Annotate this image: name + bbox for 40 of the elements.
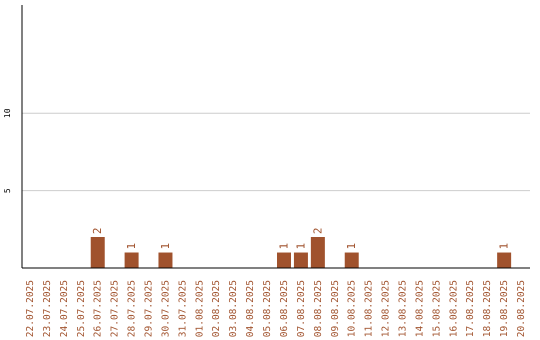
x-tick-label: 23.07.2025: [42, 280, 53, 338]
x-tick-label: 10.08.2025: [346, 280, 358, 338]
x-tick-label: 26.07.2025: [92, 280, 104, 338]
x-tick-label: 24.07.2025: [58, 280, 70, 338]
data-label: 2: [91, 227, 104, 234]
x-tick-label: 16.08.2025: [448, 280, 460, 338]
x-tick-label: 11.08.2025: [364, 280, 375, 338]
x-tick-label: 30.07.2025: [160, 280, 172, 338]
x-tick-label: 18.08.2025: [482, 280, 494, 338]
x-tick-label: 04.08.2025: [245, 280, 256, 338]
data-label: 1: [158, 242, 172, 250]
data-label: 1: [278, 242, 290, 250]
x-tick-label: 29.07.2025: [144, 280, 154, 338]
x-tick-label: 17.08.2025: [465, 280, 476, 338]
x-tick-label: 22.07.2025: [24, 280, 36, 338]
x-tick-label: 13.08.2025: [398, 280, 408, 338]
x-tick-label: 12.08.2025: [380, 280, 392, 338]
x-tick-label: 31.07.2025: [177, 280, 188, 338]
x-tick-label: 14.08.2025: [414, 280, 426, 338]
x-tick-label: 08.08.2025: [312, 280, 324, 338]
y-tick-label: 10: [3, 108, 12, 118]
x-tick-label: 07.08.2025: [296, 280, 307, 338]
x-tick-label: 02.08.2025: [211, 280, 222, 338]
x-tick-label: 09.08.2025: [330, 280, 341, 338]
data-label: 1: [498, 242, 511, 250]
data-label: 1: [125, 242, 138, 250]
data-label: 2: [311, 227, 324, 234]
x-tick-label: 03.08.2025: [228, 280, 240, 338]
data-label: 1: [294, 242, 308, 250]
data-label: 1: [345, 242, 358, 250]
x-tick-label: 06.08.2025: [278, 280, 290, 338]
x-tick-label: 15.08.2025: [431, 280, 442, 338]
x-tick-label: 05.08.2025: [262, 280, 274, 338]
x-tick-label: 20.08.2025: [516, 280, 528, 338]
x-tick-label: 25.07.2025: [76, 280, 87, 338]
x-tick-label: 19.08.2025: [499, 280, 510, 338]
x-tick-label: 28.07.2025: [126, 280, 138, 338]
x-tick-label: 27.07.2025: [110, 280, 121, 338]
y-tick-label: 5: [3, 188, 12, 194]
x-tick-label: 01.08.2025: [194, 280, 206, 338]
